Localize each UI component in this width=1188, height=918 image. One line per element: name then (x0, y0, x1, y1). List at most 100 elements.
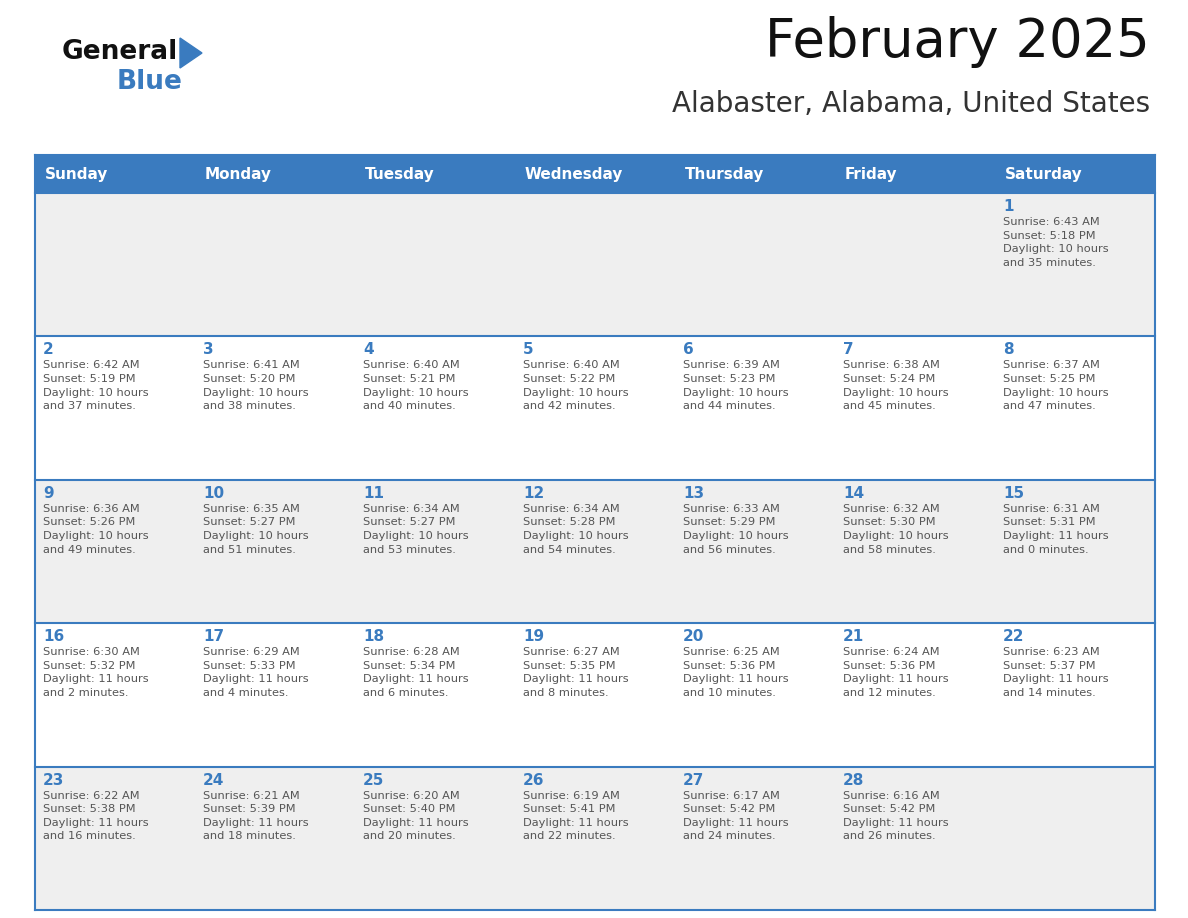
Text: 9: 9 (43, 486, 53, 501)
Bar (835, 193, 996, 336)
Bar (195, 480, 355, 623)
Bar (675, 336, 835, 480)
Bar (996, 623, 1155, 767)
Text: 21: 21 (843, 629, 864, 644)
Text: Thursday: Thursday (684, 166, 764, 182)
Bar (34, 336, 195, 480)
Text: Sunrise: 6:42 AM
Sunset: 5:19 PM
Daylight: 10 hours
and 37 minutes.: Sunrise: 6:42 AM Sunset: 5:19 PM Dayligh… (43, 361, 148, 411)
Text: 16: 16 (43, 629, 64, 644)
Text: Sunrise: 6:31 AM
Sunset: 5:31 PM
Daylight: 11 hours
and 0 minutes.: Sunrise: 6:31 AM Sunset: 5:31 PM Dayligh… (1003, 504, 1108, 554)
Text: February 2025: February 2025 (765, 16, 1150, 68)
Bar (516, 193, 675, 336)
Text: Saturday: Saturday (1005, 166, 1082, 182)
Text: Sunrise: 6:41 AM
Sunset: 5:20 PM
Daylight: 10 hours
and 38 minutes.: Sunrise: 6:41 AM Sunset: 5:20 PM Dayligh… (203, 361, 309, 411)
Text: Sunrise: 6:20 AM
Sunset: 5:40 PM
Daylight: 11 hours
and 20 minutes.: Sunrise: 6:20 AM Sunset: 5:40 PM Dayligh… (364, 790, 468, 842)
Bar (835, 155, 996, 193)
Bar (835, 623, 996, 767)
Bar (195, 336, 355, 480)
Text: Sunrise: 6:38 AM
Sunset: 5:24 PM
Daylight: 10 hours
and 45 minutes.: Sunrise: 6:38 AM Sunset: 5:24 PM Dayligh… (843, 361, 949, 411)
Bar (355, 193, 516, 336)
Text: 12: 12 (523, 486, 544, 501)
Bar (835, 767, 996, 910)
Text: Sunrise: 6:19 AM
Sunset: 5:41 PM
Daylight: 11 hours
and 22 minutes.: Sunrise: 6:19 AM Sunset: 5:41 PM Dayligh… (523, 790, 628, 842)
Text: 14: 14 (843, 486, 864, 501)
Bar (355, 336, 516, 480)
Text: 17: 17 (203, 629, 225, 644)
Text: 7: 7 (843, 342, 854, 357)
Bar (996, 767, 1155, 910)
Bar (34, 623, 195, 767)
Text: 6: 6 (683, 342, 694, 357)
Text: Sunrise: 6:29 AM
Sunset: 5:33 PM
Daylight: 11 hours
and 4 minutes.: Sunrise: 6:29 AM Sunset: 5:33 PM Dayligh… (203, 647, 309, 698)
Bar (195, 193, 355, 336)
Text: Sunrise: 6:35 AM
Sunset: 5:27 PM
Daylight: 10 hours
and 51 minutes.: Sunrise: 6:35 AM Sunset: 5:27 PM Dayligh… (203, 504, 309, 554)
Text: Wednesday: Wednesday (525, 166, 623, 182)
Bar (996, 155, 1155, 193)
Text: 19: 19 (523, 629, 544, 644)
Bar (675, 623, 835, 767)
Text: Sunrise: 6:34 AM
Sunset: 5:27 PM
Daylight: 10 hours
and 53 minutes.: Sunrise: 6:34 AM Sunset: 5:27 PM Dayligh… (364, 504, 468, 554)
Bar (195, 767, 355, 910)
Text: 3: 3 (203, 342, 214, 357)
Text: Sunrise: 6:32 AM
Sunset: 5:30 PM
Daylight: 10 hours
and 58 minutes.: Sunrise: 6:32 AM Sunset: 5:30 PM Dayligh… (843, 504, 949, 554)
Bar (516, 155, 675, 193)
Bar (195, 155, 355, 193)
Bar (996, 480, 1155, 623)
Text: Sunrise: 6:23 AM
Sunset: 5:37 PM
Daylight: 11 hours
and 14 minutes.: Sunrise: 6:23 AM Sunset: 5:37 PM Dayligh… (1003, 647, 1108, 698)
Bar (516, 767, 675, 910)
Text: Sunrise: 6:16 AM
Sunset: 5:42 PM
Daylight: 11 hours
and 26 minutes.: Sunrise: 6:16 AM Sunset: 5:42 PM Dayligh… (843, 790, 949, 842)
Text: 4: 4 (364, 342, 373, 357)
Bar (675, 193, 835, 336)
Text: Sunrise: 6:40 AM
Sunset: 5:21 PM
Daylight: 10 hours
and 40 minutes.: Sunrise: 6:40 AM Sunset: 5:21 PM Dayligh… (364, 361, 468, 411)
Bar (195, 623, 355, 767)
Text: Sunrise: 6:39 AM
Sunset: 5:23 PM
Daylight: 10 hours
and 44 minutes.: Sunrise: 6:39 AM Sunset: 5:23 PM Dayligh… (683, 361, 789, 411)
Text: 8: 8 (1003, 342, 1013, 357)
Text: 2: 2 (43, 342, 53, 357)
Text: 24: 24 (203, 773, 225, 788)
Text: Sunrise: 6:43 AM
Sunset: 5:18 PM
Daylight: 10 hours
and 35 minutes.: Sunrise: 6:43 AM Sunset: 5:18 PM Dayligh… (1003, 217, 1108, 268)
Bar (675, 480, 835, 623)
Bar (355, 623, 516, 767)
Text: Sunrise: 6:30 AM
Sunset: 5:32 PM
Daylight: 11 hours
and 2 minutes.: Sunrise: 6:30 AM Sunset: 5:32 PM Dayligh… (43, 647, 148, 698)
Polygon shape (181, 38, 202, 68)
Text: Sunrise: 6:36 AM
Sunset: 5:26 PM
Daylight: 10 hours
and 49 minutes.: Sunrise: 6:36 AM Sunset: 5:26 PM Dayligh… (43, 504, 148, 554)
Text: 10: 10 (203, 486, 225, 501)
Text: 26: 26 (523, 773, 544, 788)
Bar (34, 155, 195, 193)
Text: Sunrise: 6:33 AM
Sunset: 5:29 PM
Daylight: 10 hours
and 56 minutes.: Sunrise: 6:33 AM Sunset: 5:29 PM Dayligh… (683, 504, 789, 554)
Text: 27: 27 (683, 773, 704, 788)
Bar (34, 193, 195, 336)
Text: 28: 28 (843, 773, 865, 788)
Text: 11: 11 (364, 486, 384, 501)
Text: Sunday: Sunday (45, 166, 108, 182)
Text: Sunrise: 6:34 AM
Sunset: 5:28 PM
Daylight: 10 hours
and 54 minutes.: Sunrise: 6:34 AM Sunset: 5:28 PM Dayligh… (523, 504, 628, 554)
Bar (835, 480, 996, 623)
Text: Alabaster, Alabama, United States: Alabaster, Alabama, United States (672, 90, 1150, 118)
Bar (355, 767, 516, 910)
Text: Sunrise: 6:40 AM
Sunset: 5:22 PM
Daylight: 10 hours
and 42 minutes.: Sunrise: 6:40 AM Sunset: 5:22 PM Dayligh… (523, 361, 628, 411)
Bar (516, 480, 675, 623)
Bar (34, 480, 195, 623)
Bar (516, 336, 675, 480)
Text: Tuesday: Tuesday (365, 166, 435, 182)
Text: General: General (62, 39, 178, 65)
Text: 13: 13 (683, 486, 704, 501)
Text: Blue: Blue (116, 69, 183, 95)
Bar (996, 193, 1155, 336)
Text: 1: 1 (1003, 199, 1013, 214)
Bar (996, 336, 1155, 480)
Text: 25: 25 (364, 773, 385, 788)
Text: Sunrise: 6:21 AM
Sunset: 5:39 PM
Daylight: 11 hours
and 18 minutes.: Sunrise: 6:21 AM Sunset: 5:39 PM Dayligh… (203, 790, 309, 842)
Bar (355, 155, 516, 193)
Text: Monday: Monday (204, 166, 272, 182)
Bar (34, 767, 195, 910)
Text: 20: 20 (683, 629, 704, 644)
Text: Sunrise: 6:22 AM
Sunset: 5:38 PM
Daylight: 11 hours
and 16 minutes.: Sunrise: 6:22 AM Sunset: 5:38 PM Dayligh… (43, 790, 148, 842)
Text: Sunrise: 6:24 AM
Sunset: 5:36 PM
Daylight: 11 hours
and 12 minutes.: Sunrise: 6:24 AM Sunset: 5:36 PM Dayligh… (843, 647, 949, 698)
Bar (355, 480, 516, 623)
Text: Sunrise: 6:25 AM
Sunset: 5:36 PM
Daylight: 11 hours
and 10 minutes.: Sunrise: 6:25 AM Sunset: 5:36 PM Dayligh… (683, 647, 789, 698)
Text: Sunrise: 6:17 AM
Sunset: 5:42 PM
Daylight: 11 hours
and 24 minutes.: Sunrise: 6:17 AM Sunset: 5:42 PM Dayligh… (683, 790, 789, 842)
Text: 15: 15 (1003, 486, 1024, 501)
Text: 23: 23 (43, 773, 64, 788)
Text: 22: 22 (1003, 629, 1024, 644)
